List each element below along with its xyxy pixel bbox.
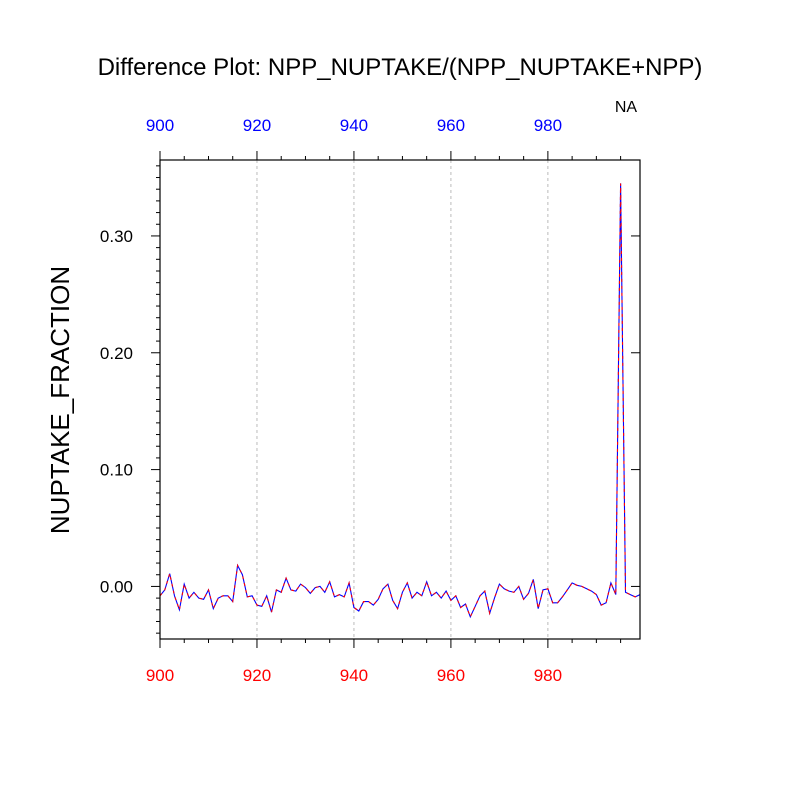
x-tick-label-bottom-960: 960 [437,666,465,685]
top-annotation-na: NA [615,99,638,116]
tick-labels: 900 900 920 920 940 940 960 960 980 980 0.00 0.10 0.… [100,116,562,685]
x-tick-label-top-960: 960 [437,116,465,135]
grid-lines [256,160,549,639]
plot-frame [159,159,641,640]
x-tick-label-top-920: 920 [243,116,271,135]
y-axis-label: NUPTAKE_FRACTION [45,266,75,534]
series-line-0 [159,183,641,619]
y-tick-label-0.10: 0.10 [100,461,133,480]
x-tick-label-top-900: 900 [146,116,174,135]
y-tick-label-0.30: 0.30 [100,227,133,246]
chart-title: Difference Plot: NPP_NUPTAKE/(NPP_NUPTAK… [98,54,703,81]
series-line-dashed-0 [159,183,641,619]
x-tick-label-bottom-900: 900 [146,666,174,685]
x-tick-label-top-940: 940 [340,116,368,135]
y-tick-label-0.00: 0.00 [100,577,133,596]
axis-ticks [151,151,640,648]
x-tick-label-bottom-940: 940 [340,666,368,685]
y-tick-label-0.20: 0.20 [100,344,133,363]
x-tick-label-bottom-980: 980 [534,666,562,685]
series-layer [159,183,641,619]
x-tick-label-bottom-920: 920 [243,666,271,685]
x-tick-label-top-980: 980 [534,116,562,135]
